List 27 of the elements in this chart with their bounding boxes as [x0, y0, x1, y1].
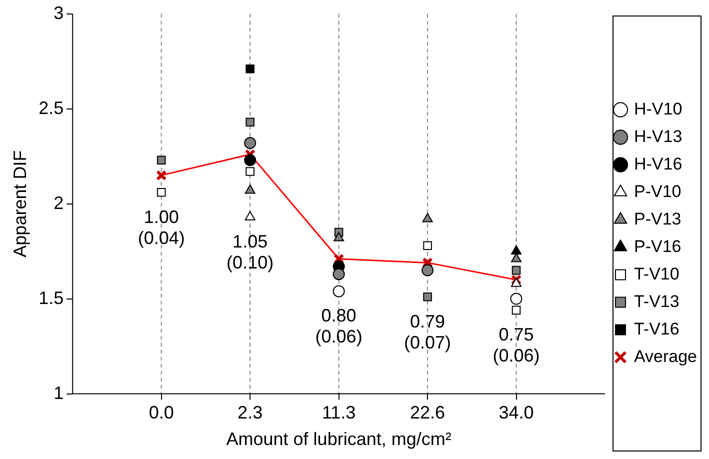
annotation: 0.80 (0.06): [315, 306, 362, 347]
y-tick-label: 1.5: [38, 288, 64, 308]
y-tick-label: 1: [54, 382, 64, 403]
y-tick-label: 3: [54, 2, 64, 23]
annotation: 0.79 (0.07): [404, 311, 452, 352]
legend-label: H-V16: [634, 154, 682, 174]
x-tick-label: 22.6: [410, 402, 446, 423]
x-axis-title: Amount of lubricant, mg/cm²: [226, 429, 452, 450]
legend-label: P-V13: [634, 209, 682, 228]
y-tick-label: 2: [54, 192, 64, 213]
x-tick-label: 34.0: [498, 402, 534, 423]
legend-label: T-V13: [634, 292, 680, 311]
y-tick-label: 2.5: [38, 98, 64, 118]
legend-label: P-V16: [634, 236, 682, 256]
y-axis-title: Apparent DIF: [10, 150, 30, 258]
x-tick-label: 0.0: [148, 402, 174, 423]
legend-label: Average: [634, 346, 698, 366]
annotation: 1.00 (0.04): [138, 206, 185, 248]
legend-label: H-V10: [634, 99, 682, 118]
legend-label: T-V10: [634, 264, 680, 284]
legend-label: P-V10: [634, 182, 682, 201]
x-tick-label: 2.3: [238, 402, 263, 423]
legend-label: H-V13: [634, 126, 682, 146]
annotation: 1.05 (0.10): [226, 232, 274, 273]
legend-label: T-V16: [634, 319, 680, 338]
annotation: 0.75 (0.06): [492, 324, 540, 366]
x-tick-label: 11.3: [322, 402, 356, 423]
